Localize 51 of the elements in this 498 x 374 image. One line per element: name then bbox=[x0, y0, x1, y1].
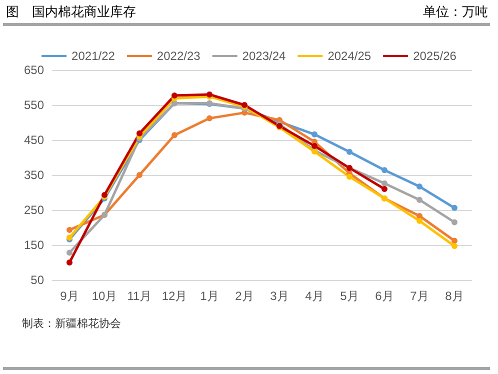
point bbox=[312, 131, 318, 138]
y-tick-label: 350 bbox=[24, 168, 44, 182]
x-tick-label: 9月 bbox=[60, 289, 79, 303]
x-tick-label: 5月 bbox=[340, 289, 359, 303]
point bbox=[416, 184, 422, 190]
point bbox=[346, 174, 352, 180]
legend-label: 2022/23 bbox=[156, 49, 201, 63]
point bbox=[312, 142, 318, 149]
legend-label: 2025/26 bbox=[413, 49, 457, 63]
point bbox=[206, 92, 212, 98]
point bbox=[382, 186, 388, 192]
point bbox=[206, 115, 212, 122]
text: 单位：万吨 bbox=[423, 4, 488, 21]
point bbox=[66, 226, 72, 233]
point bbox=[452, 243, 458, 250]
x-tick-label: 12月 bbox=[162, 289, 188, 303]
x-tick-label: 6月 bbox=[375, 289, 394, 303]
point bbox=[416, 218, 422, 224]
point bbox=[346, 148, 352, 155]
x-tick-label: 4月 bbox=[305, 289, 324, 303]
x-tick-label: 2月 bbox=[235, 289, 254, 303]
y-tick-label: 450 bbox=[24, 133, 44, 147]
x-tick-label: 10月 bbox=[92, 289, 118, 303]
point bbox=[416, 196, 422, 203]
legend-label: 2023/24 bbox=[242, 49, 286, 63]
point bbox=[66, 260, 72, 266]
y-tick-label: 50 bbox=[30, 273, 44, 287]
x-tick-label: 7月 bbox=[410, 289, 429, 303]
point bbox=[66, 250, 72, 256]
point bbox=[416, 212, 422, 219]
legend-label: 2021/22 bbox=[72, 49, 116, 63]
point bbox=[452, 238, 458, 244]
point bbox=[382, 180, 388, 186]
chart-title: 图 国内棉花商业库存 bbox=[6, 4, 136, 21]
y-tick-label: 550 bbox=[24, 98, 44, 112]
x-tick-label: 3月 bbox=[270, 289, 289, 303]
point bbox=[452, 204, 458, 211]
x-tick-label: 8月 bbox=[445, 289, 464, 303]
point bbox=[172, 92, 178, 99]
y-tick-label: 150 bbox=[24, 238, 44, 252]
x-tick-label: 1月 bbox=[200, 289, 219, 303]
y-tick-label: 650 bbox=[24, 63, 44, 77]
point bbox=[382, 167, 388, 174]
legend-label: 2024/25 bbox=[328, 49, 372, 63]
point bbox=[452, 219, 458, 226]
y-tick-label: 250 bbox=[24, 203, 44, 217]
point bbox=[136, 130, 142, 136]
x-tick-label: 11月 bbox=[127, 289, 152, 303]
point bbox=[136, 172, 142, 178]
text: 制表：新疆棉花协会 bbox=[22, 316, 121, 331]
point bbox=[172, 132, 178, 138]
